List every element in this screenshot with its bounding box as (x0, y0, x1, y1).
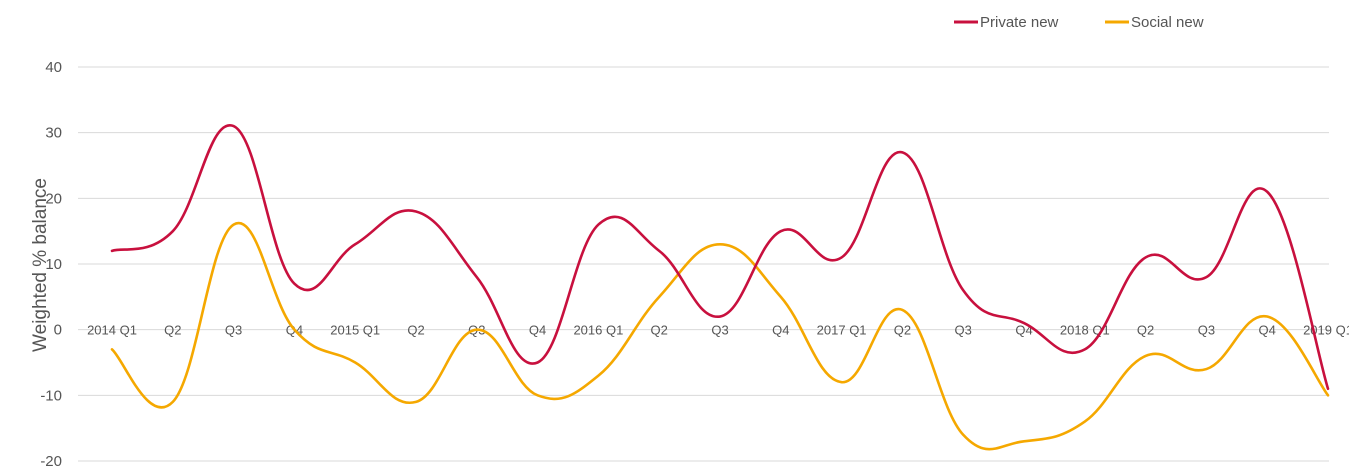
data-point-social-new (1022, 439, 1026, 443)
x-axis-ticks: 2014 Q1 Q2 Q3 Q4 2015 Q1 Q2 Q3 Q4 2016 Q1 Q2 Q3 Q4 2… (87, 323, 1349, 338)
data-point-private-new (961, 288, 965, 292)
data-point-private-new (353, 242, 357, 246)
legend-label: Social new (1131, 14, 1204, 31)
y-axis-ticks: 40 30 20 10 0 -10 -20 (40, 59, 62, 469)
data-point-private-new (414, 209, 418, 213)
y-tick-label: -20 (40, 453, 62, 469)
data-point-private-new (292, 282, 296, 286)
data-point-social-new (900, 308, 904, 312)
x-tick-label: Q2 (651, 323, 668, 338)
x-tick-label: Q3 (711, 323, 728, 338)
data-point-social-new (718, 242, 722, 246)
data-point-private-new (232, 124, 236, 128)
data-point-social-new (840, 380, 844, 384)
data-point-private-new (475, 275, 479, 279)
x-tick-label: Q2 (1137, 323, 1154, 338)
x-tick-label: Q3 (1198, 323, 1215, 338)
data-point-social-new (1326, 393, 1330, 397)
data-point-social-new (596, 374, 600, 378)
x-tick-label: 2014 Q1 (87, 323, 137, 338)
data-point-private-new (110, 249, 114, 253)
y-tick-label: -10 (40, 387, 62, 404)
legend-label: Private new (980, 14, 1059, 31)
data-point-social-new (353, 361, 357, 365)
data-point-private-new (1022, 321, 1026, 325)
data-point-social-new (475, 328, 479, 332)
data-point-social-new (1144, 354, 1148, 358)
data-point-social-new (536, 393, 540, 397)
data-point-private-new (718, 315, 722, 319)
x-tick-label: Q2 (164, 323, 181, 338)
y-tick-label: 0 (54, 322, 62, 339)
data-point-social-new (232, 223, 236, 227)
x-tick-label: 2017 Q1 (817, 323, 867, 338)
x-tick-label: Q3 (955, 323, 972, 338)
x-tick-label: Q2 (894, 323, 911, 338)
data-point-social-new (1265, 315, 1269, 319)
data-point-private-new (596, 223, 600, 227)
y-tick-label: 30 (45, 125, 62, 142)
data-point-social-new (657, 295, 661, 299)
x-tick-label: Q4 (772, 323, 789, 338)
x-tick-label: Q2 (407, 323, 424, 338)
gridlines (78, 66, 1329, 462)
data-point-social-new (171, 400, 175, 404)
legend-item: Social new (1105, 14, 1204, 31)
data-point-private-new (1204, 275, 1208, 279)
x-tick-label: 2015 Q1 (330, 323, 380, 338)
data-point-private-new (840, 255, 844, 259)
y-tick-label: 20 (45, 190, 62, 207)
series-line-social-new (110, 221, 1330, 451)
series-lines (110, 124, 1330, 451)
data-point-private-new (536, 361, 540, 365)
data-point-private-new (1083, 347, 1087, 351)
data-point-private-new (900, 150, 904, 154)
data-point-social-new (292, 328, 296, 332)
x-tick-label: Q3 (225, 323, 242, 338)
data-point-social-new (961, 433, 965, 437)
x-tick-label: 2016 Q1 (573, 323, 623, 338)
data-point-social-new (779, 295, 783, 299)
data-point-social-new (110, 347, 114, 351)
data-point-private-new (779, 229, 783, 233)
x-tick-label: Q4 (1259, 323, 1276, 338)
x-tick-label: 2019 Q1 (1303, 323, 1349, 338)
x-tick-label: 2018 Q1 (1060, 323, 1110, 338)
data-point-private-new (657, 249, 661, 253)
y-axis-title: Weighted % balance (30, 178, 51, 352)
series-line-private-new (110, 124, 1330, 391)
legend-item: Private new (954, 14, 1059, 31)
data-point-private-new (1144, 255, 1148, 259)
data-point-social-new (1204, 367, 1208, 371)
data-point-social-new (414, 400, 418, 404)
data-point-social-new (1083, 420, 1087, 424)
data-point-private-new (1265, 190, 1269, 194)
y-tick-label: 40 (45, 59, 62, 76)
x-tick-label: Q4 (529, 323, 546, 338)
data-point-private-new (1326, 387, 1330, 391)
y-tick-label: 10 (45, 256, 62, 273)
legend: Private new Social new (954, 14, 1204, 31)
data-point-private-new (171, 229, 175, 233)
